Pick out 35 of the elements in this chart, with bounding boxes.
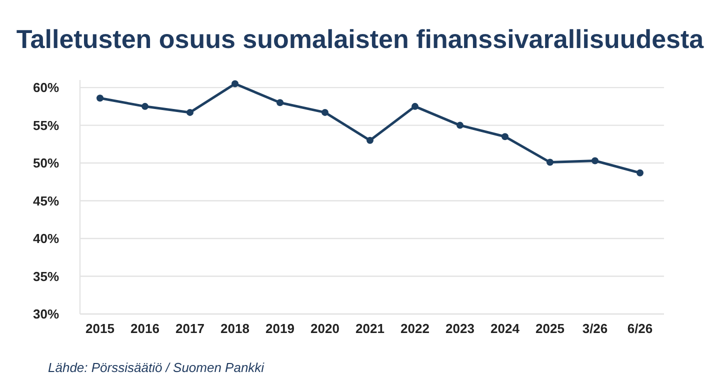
x-tick-label: 6/26 bbox=[627, 321, 653, 336]
x-tick-label: 2025 bbox=[536, 321, 564, 336]
point bbox=[456, 122, 464, 129]
point bbox=[546, 158, 554, 166]
x-tick-label: 3/26 bbox=[582, 321, 608, 336]
chart-title: Talletusten osuus suomalaisten finanssivarallisuudesta bbox=[16, 24, 704, 54]
point bbox=[592, 157, 598, 164]
point bbox=[412, 102, 418, 110]
y-tick-label: 35% bbox=[32, 268, 60, 284]
point bbox=[232, 80, 238, 88]
y-tick-label: 40% bbox=[32, 231, 60, 246]
point bbox=[636, 169, 644, 176]
x-tick-label: 2017 bbox=[176, 321, 204, 336]
x-tick-label: 2020 bbox=[310, 321, 340, 336]
x-tick-label: 2023 bbox=[446, 321, 474, 336]
point bbox=[502, 133, 508, 140]
point bbox=[186, 108, 194, 116]
y-tick-label: 30% bbox=[32, 306, 60, 322]
point bbox=[366, 136, 374, 144]
x-tick-label: 2022 bbox=[400, 321, 430, 336]
x-tick-label: 2016 bbox=[130, 321, 160, 336]
y-tick-label: 45% bbox=[32, 193, 60, 208]
x-tick-label: 2021 bbox=[356, 321, 384, 336]
point bbox=[276, 99, 284, 106]
x-tick-label: 2018 bbox=[220, 321, 250, 336]
point bbox=[96, 94, 104, 102]
y-tick-label: 55% bbox=[32, 118, 60, 133]
x-tick-label: 2024 bbox=[490, 321, 520, 336]
y-tick-label: 50% bbox=[32, 156, 60, 171]
x-tick-label: 2015 bbox=[86, 321, 114, 336]
y-tick-label: 60% bbox=[32, 80, 60, 96]
x-tick-label: 2019 bbox=[266, 321, 294, 336]
point bbox=[142, 102, 148, 110]
point bbox=[322, 108, 328, 116]
text: Lähde: Pörssisäätiö / Suomen Pankki bbox=[48, 360, 266, 375]
